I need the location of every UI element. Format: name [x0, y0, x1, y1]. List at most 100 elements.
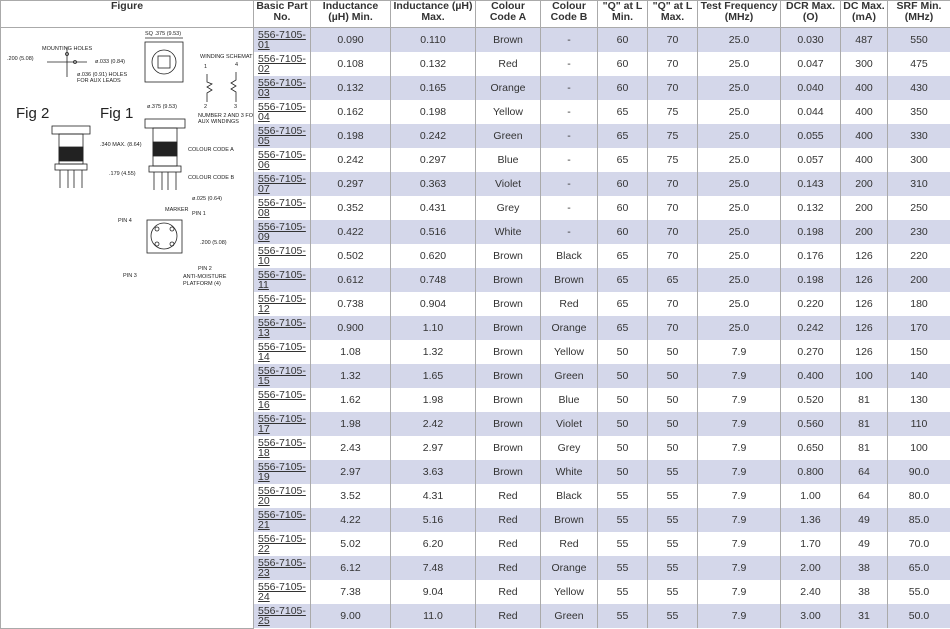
cell: 60 — [598, 172, 648, 196]
cell: 0.650 — [781, 436, 841, 460]
drawing-line — [170, 242, 174, 246]
cell: Brown — [476, 412, 541, 436]
figure-label: ø.025 (0.64) — [192, 196, 222, 202]
cell: 38 — [841, 580, 888, 604]
part-number: 556-7105-15 — [254, 364, 311, 388]
cell: 25.0 — [698, 100, 781, 124]
cell: Brown — [476, 460, 541, 484]
part-number: 556-7105-01 — [254, 28, 311, 53]
cell: 1.00 — [781, 484, 841, 508]
cell: 2.40 — [781, 580, 841, 604]
cell: 110 — [888, 412, 950, 436]
figure-label: MOUNTING HOLES — [42, 46, 92, 52]
cell: 65 — [648, 268, 698, 292]
cell: 50 — [598, 436, 648, 460]
drawing-line — [145, 42, 183, 82]
cell: 0.110 — [391, 28, 476, 53]
cell: 7.9 — [698, 412, 781, 436]
cell: Brown — [476, 268, 541, 292]
cell: 1.70 — [781, 532, 841, 556]
cell: 31 — [841, 604, 888, 628]
cell: 7.9 — [698, 340, 781, 364]
cell: 25.0 — [698, 28, 781, 53]
drawing-line — [155, 227, 159, 231]
figure-label: WINDING SCHEMATIC — [200, 54, 253, 60]
cell: 25.0 — [698, 244, 781, 268]
cell: Blue — [476, 148, 541, 172]
cell: 55 — [648, 604, 698, 628]
cell: - — [541, 28, 598, 53]
cell: 55 — [598, 604, 648, 628]
part-number: 556-7105-09 — [254, 220, 311, 244]
cell: Yellow — [541, 580, 598, 604]
cell: Grey — [541, 436, 598, 460]
cell: 100 — [888, 436, 950, 460]
figure-label: ø.033 (0.84) — [95, 59, 125, 65]
cell: Violet — [541, 412, 598, 436]
cell: Brown — [476, 340, 541, 364]
cell: 60 — [598, 76, 648, 100]
cell: Green — [541, 364, 598, 388]
cell: 85.0 — [888, 508, 950, 532]
cell: 65 — [598, 292, 648, 316]
cell: Orange — [541, 556, 598, 580]
cell: Red — [476, 508, 541, 532]
cell: 0.198 — [391, 100, 476, 124]
cell: 70.0 — [888, 532, 950, 556]
part-number: 556-7105-20 — [254, 484, 311, 508]
cell: 55 — [648, 532, 698, 556]
cell: Brown — [476, 292, 541, 316]
cell: 50 — [648, 388, 698, 412]
figure-label: PIN 2 — [198, 266, 212, 272]
cell: 400 — [841, 124, 888, 148]
cell: 2.42 — [391, 412, 476, 436]
figure-label: 4 — [235, 62, 238, 68]
cell: 7.9 — [698, 436, 781, 460]
cell: - — [541, 76, 598, 100]
cell: Blue — [541, 388, 598, 412]
cell: 50 — [598, 460, 648, 484]
cell: 0.738 — [311, 292, 391, 316]
cell: 0.162 — [311, 100, 391, 124]
cell: 7.9 — [698, 556, 781, 580]
cell: 65 — [598, 268, 648, 292]
drawing-line — [170, 227, 174, 231]
cell: 55 — [648, 556, 698, 580]
figure-label: MARKER — [165, 207, 189, 213]
cell: 7.9 — [698, 604, 781, 628]
figure-label: PIN 1 — [192, 211, 206, 217]
cell: 0.520 — [781, 388, 841, 412]
cell: 9.00 — [311, 604, 391, 628]
part-number: 556-7105-19 — [254, 460, 311, 484]
cell: 6.12 — [311, 556, 391, 580]
column-header: Test Frequency (MHz) — [698, 1, 781, 28]
cell: 60 — [598, 196, 648, 220]
cell: 25.0 — [698, 148, 781, 172]
column-header: Basic Part No. — [254, 1, 311, 28]
cell: 1.08 — [311, 340, 391, 364]
part-number: 556-7105-10 — [254, 244, 311, 268]
part-number: 556-7105-23 — [254, 556, 311, 580]
cell: 2.43 — [311, 436, 391, 460]
cell: 3.63 — [391, 460, 476, 484]
cell: 0.220 — [781, 292, 841, 316]
drawing-line — [152, 50, 176, 74]
column-header: "Q" at L Max. — [648, 1, 698, 28]
cell: Orange — [476, 76, 541, 100]
cell: White — [541, 460, 598, 484]
figure-label: .200 (5.08) — [200, 240, 227, 246]
cell: 0.800 — [781, 460, 841, 484]
part-number: 556-7105-11 — [254, 268, 311, 292]
cell: 7.9 — [698, 388, 781, 412]
cell: 0.198 — [311, 124, 391, 148]
figure-label: ANTI-MOISTURE — [183, 274, 227, 280]
cell: Brown — [476, 244, 541, 268]
cell: 65.0 — [888, 556, 950, 580]
cell: Red — [476, 484, 541, 508]
cell: 0.057 — [781, 148, 841, 172]
cell: 310 — [888, 172, 950, 196]
cell: 50 — [598, 364, 648, 388]
cell: 11.0 — [391, 604, 476, 628]
cell: 90.0 — [888, 460, 950, 484]
